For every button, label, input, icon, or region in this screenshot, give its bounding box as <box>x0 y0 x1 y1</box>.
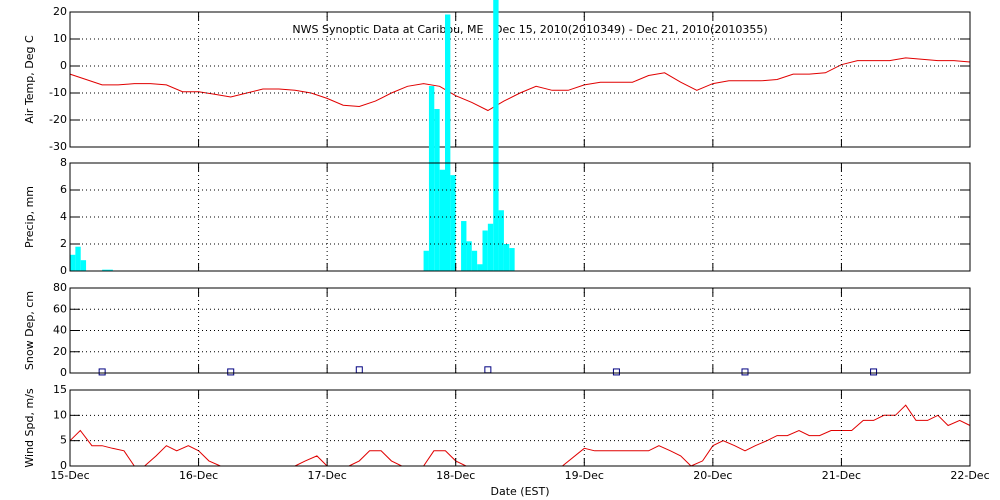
bar <box>450 175 456 271</box>
x-tick-label: 21-Dec <box>822 469 861 482</box>
bar <box>70 254 76 271</box>
point <box>227 368 235 376</box>
x-axis-label: Date (EST) <box>490 485 549 498</box>
bar <box>493 0 499 271</box>
data-line <box>69 404 971 467</box>
y-tick-label: 0 <box>60 59 67 72</box>
y-axis-label: Wind Spd, m/s <box>23 388 36 468</box>
y-tick-label: 4 <box>60 210 67 223</box>
y-tick-label: 60 <box>53 302 67 315</box>
bar <box>423 250 429 271</box>
point <box>355 366 363 374</box>
bar <box>439 169 445 271</box>
x-tick-label: 22-Dec <box>950 469 989 482</box>
x-tick-label: 19-Dec <box>565 469 604 482</box>
y-tick-label: 20 <box>53 5 67 18</box>
bar <box>107 269 113 271</box>
bar <box>482 230 488 271</box>
chart-title: NWS Synoptic Data at Caribou, ME Dec 15,… <box>292 23 767 36</box>
y-tick-label: 10 <box>53 32 67 45</box>
y-tick-label: 20 <box>53 345 67 358</box>
point <box>741 368 749 376</box>
bar <box>445 14 451 271</box>
y-tick-label: 5 <box>60 434 67 447</box>
y-tick-label: 6 <box>60 183 67 196</box>
x-tick-label: 18-Dec <box>436 469 475 482</box>
bar <box>80 260 87 271</box>
data-line <box>69 57 971 112</box>
bar <box>428 86 435 271</box>
y-axis-label: Precip, mm <box>23 186 36 248</box>
point <box>870 368 878 376</box>
x-tick-label: 16-Dec <box>179 469 218 482</box>
bar <box>466 241 472 271</box>
point <box>484 366 492 374</box>
y-tick-label: 80 <box>53 281 67 294</box>
y-tick-label: -30 <box>49 140 67 153</box>
point <box>612 368 620 376</box>
y-tick-label: 15 <box>53 383 67 396</box>
y-tick-label: 40 <box>53 324 67 337</box>
panel-frame <box>69 287 971 374</box>
x-tick-label: 15-Dec <box>50 469 89 482</box>
bar <box>75 246 81 271</box>
y-axis-label: Air Temp, Deg C <box>23 35 36 124</box>
y-tick-label: 8 <box>60 156 67 169</box>
y-tick-label: -20 <box>49 113 67 126</box>
x-tick-label: 20-Dec <box>693 469 732 482</box>
bar <box>434 109 440 271</box>
panel-frame <box>69 11 971 148</box>
y-tick-label: 2 <box>60 237 67 250</box>
bar <box>102 269 108 271</box>
bar <box>498 210 504 271</box>
y-tick-label: 0 <box>60 459 67 472</box>
y-axis-label: Snow Dep, cm <box>23 291 36 370</box>
y-tick-label: 0 <box>60 264 67 277</box>
y-tick-label: -10 <box>49 86 67 99</box>
bar <box>461 221 467 271</box>
bar <box>487 223 494 271</box>
bar <box>477 264 483 271</box>
y-tick-label: 10 <box>53 408 67 421</box>
bar <box>503 244 510 271</box>
bar <box>471 250 478 271</box>
bar <box>509 248 515 271</box>
panel-frame <box>69 389 971 467</box>
point <box>98 368 106 376</box>
x-tick-label: 17-Dec <box>308 469 347 482</box>
panel-frame <box>69 162 971 272</box>
y-tick-label: 0 <box>60 366 67 379</box>
